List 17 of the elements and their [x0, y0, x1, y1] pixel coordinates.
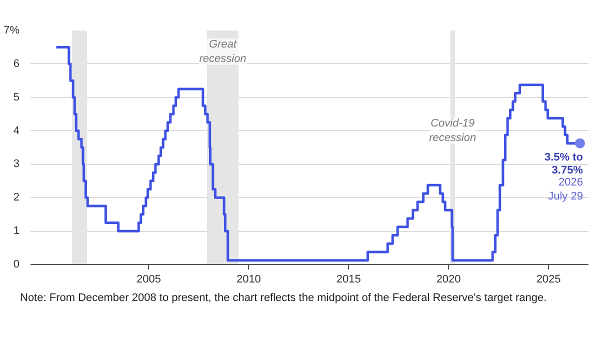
y-tick-label: 2: [13, 192, 20, 204]
y-tick-label: 3: [13, 158, 20, 170]
text: Note: From December 2008 to present, the chart reflects the midpoint of the Federal Reserve's target range.: [20, 291, 547, 306]
y-tick-label: 0: [13, 258, 20, 270]
y-tick-label: 4: [13, 124, 20, 137]
band-label: Great recession: [199, 38, 246, 65]
y-tick-label: 6: [13, 58, 20, 70]
annotation: Covid-19 recession: [429, 117, 476, 144]
y-tick-label: 5: [13, 91, 20, 104]
y-tick-label: 7%: [4, 24, 20, 36]
x-tick-label: 2010: [236, 274, 261, 286]
x-tick-label: 2025: [536, 274, 561, 286]
y-tick-label: 1: [13, 225, 20, 238]
x-tick-label: 2020: [436, 274, 461, 286]
x-tick-label: 2005: [136, 274, 162, 286]
annotation: 3.5% to 3.75% 2026 July 29: [544, 151, 584, 202]
x-tick-label: 2015: [336, 274, 361, 286]
